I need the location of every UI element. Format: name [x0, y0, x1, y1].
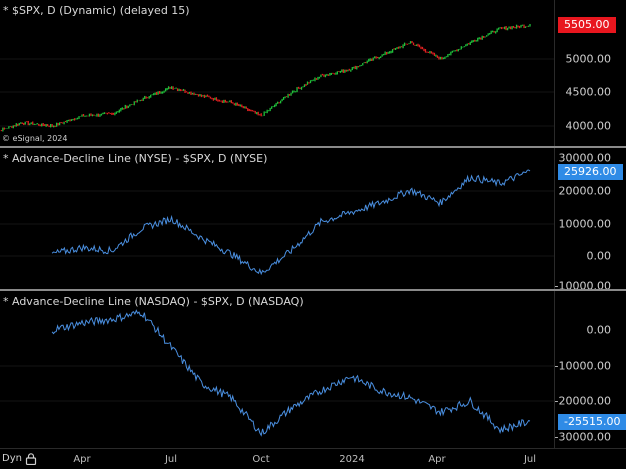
series-line	[51, 309, 531, 437]
nyse-tick: 10000.00	[558, 217, 612, 231]
nasdaq-ad-chart[interactable]	[0, 291, 554, 448]
time-axis[interactable]: Apr Jul Oct 2024 Apr Jul	[0, 448, 626, 469]
pane-divider[interactable]	[0, 146, 626, 148]
time-axis-label: Jul	[164, 454, 178, 465]
spx-tick: 4500.00	[565, 85, 612, 99]
spx-tick: 4000.00	[565, 119, 612, 133]
nyse-tick: 30000.00	[558, 151, 612, 165]
series-line	[51, 169, 531, 276]
nyse-tick: 20000.00	[558, 184, 612, 198]
time-axis-label: Apr	[73, 454, 91, 465]
nyse-tick: 0.00	[586, 249, 612, 263]
spx-price-pane[interactable]: * $SPX, D (Dynamic) (delayed 15) 5000.00…	[0, 0, 626, 146]
time-axis-label: Oct	[252, 454, 270, 465]
nasdaq-last-value-badge: -25515.00	[558, 414, 626, 430]
nasdaq-value-axis[interactable]: 0.00 -10000.00 -20000.00 -30000.00	[554, 291, 626, 448]
nyse-value-axis[interactable]: 30000.00 20000.00 10000.00 0.00 -10000.0…	[554, 148, 626, 293]
time-axis-label: Jul	[523, 454, 537, 465]
spx-price-axis[interactable]: 5000.00 4500.00 4000.00	[554, 0, 626, 146]
nasdaq-tick: -10000.00	[554, 359, 611, 373]
nasdaq-tick: -30000.00	[554, 430, 611, 444]
spx-price-chart[interactable]	[0, 0, 554, 146]
nyse-pane-title: * Advance-Decline Line (NYSE) - $SPX, D …	[3, 152, 268, 165]
pane-divider[interactable]	[0, 289, 626, 291]
lock-icon[interactable]	[25, 452, 37, 465]
dynamic-mode-toggle[interactable]: Dyn	[0, 449, 42, 468]
spx-tick: 5000.00	[565, 52, 612, 66]
nyse-last-value-badge: 25926.00	[558, 164, 623, 180]
spx-last-price-badge: 5505.00	[558, 17, 616, 33]
nyse-ad-chart[interactable]	[0, 148, 554, 289]
nasdaq-tick: -20000.00	[554, 394, 611, 408]
dyn-label: Dyn	[2, 453, 22, 464]
nasdaq-pane-title: * Advance-Decline Line (NASDAQ) - $SPX, …	[3, 295, 304, 308]
nasdaq-tick: 0.00	[586, 323, 612, 337]
nyse-ad-pane[interactable]: * Advance-Decline Line (NYSE) - $SPX, D …	[0, 148, 626, 293]
time-axis-label: Apr	[428, 454, 446, 465]
spx-pane-title: * $SPX, D (Dynamic) (delayed 15)	[3, 4, 190, 17]
copyright-text: © eSignal, 2024	[2, 134, 68, 143]
time-axis-label: 2024	[339, 454, 365, 465]
nasdaq-ad-pane[interactable]: * Advance-Decline Line (NASDAQ) - $SPX, …	[0, 291, 626, 448]
